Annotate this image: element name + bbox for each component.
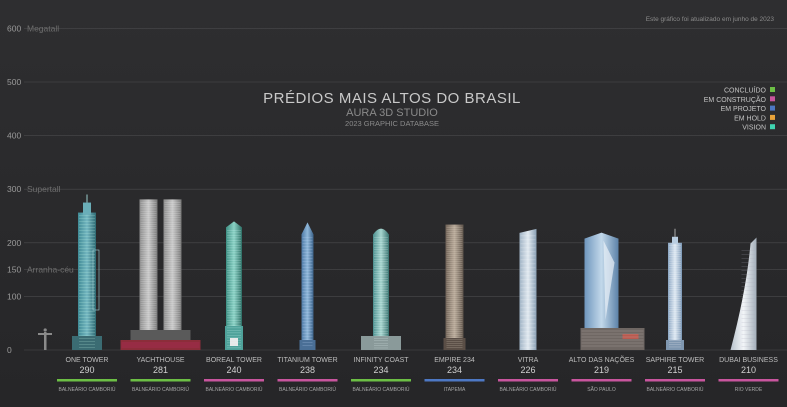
building-height: 219 [594, 365, 609, 375]
legend-swatch [770, 105, 775, 111]
y-tick-200: 200 [7, 238, 21, 248]
building-name: ONE TOWER [66, 357, 109, 364]
y-tick-0: 0 [7, 345, 12, 355]
legend-item-concluido: CONCLUÍDO [724, 86, 775, 95]
building-city: ITAPEMA [444, 387, 466, 393]
building-name: BOREAL TOWER [206, 357, 262, 364]
database-label: 2023 GRAPHIC DATABASE [345, 119, 439, 128]
y-tick-600: 600 [7, 23, 21, 33]
building-height: 238 [300, 365, 315, 375]
legend-swatch [770, 124, 775, 130]
building-4 [299, 222, 316, 350]
building-height: 234 [447, 365, 462, 375]
legend-swatch [770, 114, 775, 120]
legend-swatch [770, 96, 775, 102]
building-name: YACHTHOUSE [136, 357, 184, 364]
building-height: 215 [667, 365, 682, 375]
status-bar-concluido [130, 379, 191, 382]
y-tick-150: 150 [7, 265, 21, 275]
legend-item-em_hold: EM HOLD [734, 114, 775, 122]
chart-title: PRÉDIOS MAIS ALTOS DO BRASIL [263, 90, 521, 107]
legend-item-em_construcao: EM CONSTRUÇÃO [704, 95, 775, 104]
building-1 [72, 194, 102, 350]
building-7 [519, 228, 537, 350]
status-bar-em_construcao [571, 379, 632, 382]
legend-label: CONCLUÍDO [724, 86, 767, 95]
status-bar-em_construcao [204, 379, 264, 382]
status-bar-em_construcao [498, 379, 558, 382]
building-height: 290 [79, 365, 94, 375]
status-bar-em_construcao [645, 379, 705, 382]
buildings-layer [38, 194, 757, 350]
building-city: BALNEÁRIO CAMBORIÚ [279, 386, 336, 393]
building-city: BALNEÁRIO CAMBORIÚ [353, 386, 410, 393]
christ-statue-icon [38, 328, 52, 350]
status-bar-concluido [57, 379, 117, 382]
update-note: Este gráfico foi atualizado em junho de … [646, 16, 775, 23]
legend-label: EM PROJETO [721, 106, 767, 113]
building-city: RIO VERDE [735, 387, 763, 393]
studio-name: AURA 3D STUDIO [346, 107, 438, 119]
building-9 [666, 228, 684, 350]
building-height: 281 [153, 365, 168, 375]
building-name: VITRA [518, 357, 539, 364]
building-height: 226 [520, 365, 535, 375]
building-name: TITANIUM TOWER [277, 357, 337, 364]
building-height: 210 [741, 365, 756, 375]
building-height: 234 [373, 365, 388, 375]
building-city: BALNEÁRIO CAMBORIÚ [500, 386, 557, 393]
building-5 [361, 228, 401, 350]
status-bar-em_construcao [277, 379, 338, 382]
y-tick-400: 400 [7, 131, 21, 141]
building-name: INFINITY COAST [353, 357, 409, 364]
building-8 [580, 232, 645, 350]
building-city: BALNEÁRIO CAMBORIÚ [206, 386, 263, 393]
y-tick-500: 500 [7, 77, 21, 87]
building-3 [225, 221, 243, 350]
building-2 [120, 199, 201, 350]
chart-header: PRÉDIOS MAIS ALTOS DO BRASIL AURA 3D STU… [263, 16, 774, 128]
legend-item-em_projeto: EM PROJETO [721, 105, 775, 113]
reference-label-300: Supertall [27, 184, 61, 194]
legend-swatch [770, 87, 775, 92]
legend-label: EM CONSTRUÇÃO [704, 95, 767, 104]
legend-label: EM HOLD [734, 115, 766, 122]
building-name: SAPHIRE TOWER [646, 357, 704, 364]
legend-item-vision: VISION [742, 124, 775, 132]
reference-label-600: Megatall [27, 23, 59, 33]
building-name: ALTO DAS NAÇÕES [569, 355, 635, 364]
building-name: EMPIRE 234 [434, 357, 475, 364]
y-tick-100: 100 [7, 291, 21, 301]
building-6 [443, 224, 466, 350]
reference-label-150: Arranha-céu [27, 265, 74, 275]
legend-label: VISION [742, 125, 766, 132]
building-city: SÃO PAULO [587, 386, 616, 393]
y-tick-300: 300 [7, 184, 21, 194]
building-city: BALNEÁRIO CAMBORIÚ [59, 386, 116, 393]
status-bar-em_construcao [718, 379, 779, 382]
building-10 [730, 237, 757, 350]
status-bar-em_projeto [424, 379, 485, 382]
building-name: DUBAI BUSINESS [719, 357, 778, 364]
building-height: 240 [226, 365, 241, 375]
building-city: BALNEÁRIO CAMBORIÚ [647, 386, 704, 393]
status-bar-concluido [351, 379, 411, 382]
building-city: BALNEÁRIO CAMBORIÚ [132, 386, 189, 393]
